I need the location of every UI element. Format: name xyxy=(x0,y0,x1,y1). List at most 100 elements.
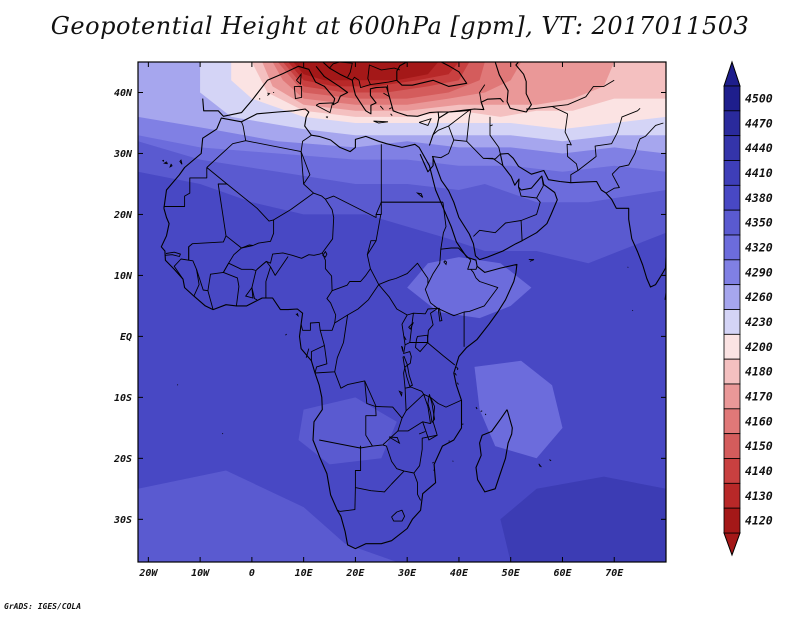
country-border xyxy=(409,313,414,343)
island-outline xyxy=(480,410,483,412)
colorbar-label: 4440 xyxy=(745,141,773,155)
lat-tick-label: 10S xyxy=(114,393,132,404)
country-border xyxy=(489,116,501,155)
colorbar-swatch-4290 xyxy=(723,259,741,286)
country-border xyxy=(467,260,478,270)
map-title: Geopotential Height at 600hPa [gpm], VT:… xyxy=(50,12,750,40)
field-region-4130 xyxy=(293,62,439,81)
colorbar-swatch-4200 xyxy=(723,333,741,360)
lake-outline xyxy=(401,345,404,352)
country-border xyxy=(473,220,522,237)
island-outline xyxy=(462,423,464,425)
country-border xyxy=(370,79,397,86)
country-border xyxy=(424,202,447,309)
island-outline xyxy=(484,413,487,416)
colorbar-top-arrow xyxy=(723,60,741,87)
colorbar-swatch-4180 xyxy=(723,358,741,385)
country-border xyxy=(430,397,462,408)
lake-outline xyxy=(427,394,436,424)
lake-outline xyxy=(408,322,414,330)
lat-tick-label: 20N xyxy=(113,210,133,221)
country-border xyxy=(367,64,401,79)
country-border xyxy=(391,509,406,522)
colorbar-swatch-4130 xyxy=(723,482,741,509)
lon-tick-label: 20E xyxy=(345,568,365,579)
country-border xyxy=(378,262,429,286)
country-border xyxy=(223,262,258,301)
country-border xyxy=(207,271,240,306)
island-outline xyxy=(325,116,329,119)
colorbar-swatch-4410 xyxy=(723,160,741,186)
country-border xyxy=(483,157,504,167)
colorbar-swatch-4260 xyxy=(723,284,741,310)
country-border xyxy=(314,314,349,374)
island-outline xyxy=(528,259,535,262)
field-region-4380 xyxy=(298,397,397,465)
lake-outline xyxy=(403,336,407,341)
island-outline xyxy=(169,163,173,168)
colorbar-swatch-4140 xyxy=(723,458,741,484)
coastline-europe-north-shore xyxy=(202,65,349,117)
colorbar-label: 4200 xyxy=(745,340,773,354)
colorbar-swatch-4380 xyxy=(723,184,741,211)
lon-tick-label: 50E xyxy=(502,568,521,579)
coastline-black-sea xyxy=(396,62,468,87)
island-outline xyxy=(267,92,271,96)
field-region-4380 xyxy=(138,470,397,562)
lat-tick-label: 30S xyxy=(113,515,132,526)
island-outline xyxy=(176,384,179,386)
country-border xyxy=(564,113,579,183)
country-border xyxy=(310,345,325,361)
country-border xyxy=(382,434,438,474)
colorbar-label: 4320 xyxy=(745,240,773,254)
axis-ticks: 20W 10W 0 10E 20E 30E 40E 50E 60E 70E 40N 30N 20N 10N… xyxy=(113,62,666,579)
island-outline xyxy=(475,406,478,410)
grads-credit: GrADS: IGES/COLA xyxy=(4,602,82,611)
country-border xyxy=(366,240,377,255)
island-outline xyxy=(388,107,392,110)
island-outline xyxy=(454,372,457,376)
country-border xyxy=(300,151,311,185)
lake-outline xyxy=(418,431,426,435)
country-border xyxy=(577,107,641,171)
country-border xyxy=(300,284,380,331)
country-border xyxy=(387,85,389,92)
island-outline xyxy=(664,280,666,300)
country-border xyxy=(438,109,471,113)
country-border xyxy=(440,247,472,261)
island-outline xyxy=(296,72,302,85)
coastline-balkans-turkey xyxy=(322,62,440,146)
island-outline xyxy=(373,120,389,124)
lon-tick-label: 30E xyxy=(397,568,417,579)
lake-outline xyxy=(415,334,429,353)
colorbar-label: 4380 xyxy=(745,191,773,205)
country-border xyxy=(196,269,214,310)
lake-outline xyxy=(244,286,254,299)
country-border xyxy=(173,243,193,280)
island-outline xyxy=(121,232,123,233)
country-border xyxy=(337,487,356,512)
colorbar-label: 4150 xyxy=(745,439,773,453)
country-border xyxy=(245,134,312,153)
country-border xyxy=(432,125,455,159)
island-outline xyxy=(293,85,303,100)
colorbar-label: 4260 xyxy=(745,290,773,304)
lake-outline xyxy=(388,436,401,445)
country-border xyxy=(611,122,664,175)
colorbar-swatch-4150 xyxy=(723,433,741,459)
country-border xyxy=(466,110,472,142)
country-border xyxy=(256,192,335,270)
island-outline xyxy=(163,161,168,165)
lake-outline xyxy=(415,192,424,198)
island-outline xyxy=(433,469,435,471)
colorbar-swatch-4170 xyxy=(723,383,741,410)
island-outline xyxy=(456,366,459,371)
lon-tick-label: 0 xyxy=(249,568,255,579)
country-border xyxy=(437,269,499,317)
country-border xyxy=(426,307,438,343)
lake-outline xyxy=(443,260,447,266)
colorbar-swatch-4350 xyxy=(723,209,741,236)
country-border xyxy=(163,167,208,207)
colorbar-swatch-4160 xyxy=(723,408,741,435)
